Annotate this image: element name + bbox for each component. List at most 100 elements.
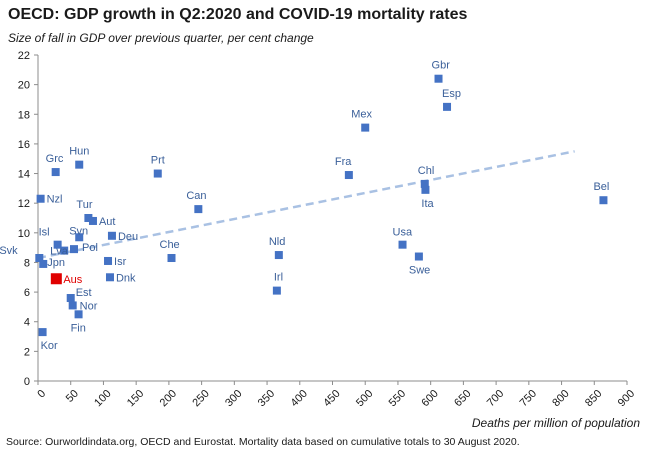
point-chl (420, 179, 429, 188)
point-can (194, 205, 203, 214)
point-fin (74, 310, 83, 319)
y-tick-label: 18 (18, 109, 30, 121)
point-label-kor: Kor (41, 340, 58, 352)
point-label-swe: Swe (409, 265, 430, 277)
point-label-can: Can (186, 190, 206, 202)
point-hun (75, 160, 84, 169)
x-tick-label: 750 (518, 388, 539, 409)
point-usa (398, 240, 407, 249)
y-tick-label: 8 (24, 257, 30, 269)
point-label-bel: Bel (593, 181, 609, 193)
point-label-nld: Nld (269, 236, 286, 248)
point-aut (88, 216, 97, 225)
point-label-svn: Svn (69, 225, 88, 237)
x-tick-label: 500 (354, 388, 375, 409)
point-prt (153, 169, 162, 178)
trend-line (37, 150, 575, 260)
point-swe (414, 252, 423, 261)
point-dnk (105, 273, 114, 282)
point-irl (272, 286, 281, 295)
x-axis-label: Deaths per million of population (471, 416, 640, 430)
point-ita (421, 185, 430, 194)
y-tick-label: 14 (18, 169, 30, 181)
x-tick-label: 600 (419, 388, 440, 409)
x-tick-label: 0 (35, 388, 48, 401)
point-label-usa: Usa (393, 227, 413, 239)
x-tick-label: 400 (289, 388, 310, 409)
x-tick-label: 250 (190, 388, 211, 409)
point-label-aut: Aut (99, 216, 116, 228)
point-nld (274, 251, 283, 260)
point-est (66, 294, 75, 303)
point-label-mex: Mex (351, 109, 372, 121)
point-label-nor: Nor (80, 300, 98, 312)
point-label-aus: Aus (63, 274, 82, 286)
point-label-pol: Pol (82, 242, 98, 254)
point-label-che: Che (160, 239, 180, 251)
chart-subtitle: Size of fall in GDP over previous quarte… (8, 31, 314, 45)
y-tick-label: 12 (18, 198, 30, 210)
x-tick-label: 300 (223, 388, 244, 409)
y-tick-label: 16 (18, 139, 30, 151)
y-tick-label: 10 (18, 228, 30, 240)
point-tur (84, 214, 93, 222)
point-nor (68, 301, 77, 310)
point-isr (104, 256, 113, 265)
x-tick-label: 550 (387, 388, 408, 409)
x-tick-label: 200 (158, 388, 179, 409)
x-tick-label: 850 (583, 388, 604, 409)
point-label-grc: Grc (46, 153, 64, 165)
point-label-svk: Svk (0, 245, 18, 257)
point-label-prt: Prt (151, 155, 165, 167)
point-label-irl: Irl (274, 272, 283, 284)
y-tick-label: 0 (24, 376, 30, 388)
point-label-dnk: Dnk (116, 272, 136, 284)
point-aus (50, 273, 62, 285)
x-tick-label: 150 (125, 388, 146, 409)
x-tick-label: 350 (256, 388, 277, 409)
point-pol (69, 245, 78, 254)
point-lva (60, 246, 69, 255)
point-label-hun: Hun (69, 146, 89, 158)
x-tick-label: 700 (485, 388, 506, 409)
point-bel (599, 196, 608, 205)
point-nzl (36, 194, 45, 203)
point-label-gbr: Gbr (432, 60, 451, 72)
point-label-jpn: Jpn (47, 257, 65, 269)
x-tick-label: 650 (452, 388, 473, 409)
source-note: Source: Ourworldindata.org, OECD and Eur… (6, 436, 520, 448)
point-label-chl: Chl (418, 165, 435, 177)
chart-title: OECD: GDP growth in Q2:2020 and COVID-19… (8, 6, 468, 23)
point-label-lva: Lva (50, 246, 69, 258)
x-tick-label: 100 (92, 388, 113, 409)
point-fra (344, 171, 353, 180)
point-label-fin: Fin (71, 322, 86, 334)
point-label-est: Est (76, 287, 92, 299)
y-tick-label: 6 (24, 287, 30, 299)
point-jpn (39, 259, 48, 268)
x-tick-label: 800 (550, 388, 571, 409)
point-svn (75, 233, 84, 242)
point-label-esp: Esp (442, 88, 461, 100)
point-label-isl: Isl (39, 227, 50, 239)
y-tick-label: 22 (18, 50, 30, 62)
point-kor (38, 328, 47, 337)
point-label-fra: Fra (335, 156, 352, 168)
point-isl (53, 240, 62, 249)
y-tick-label: 4 (24, 317, 30, 329)
y-tick-label: 20 (18, 80, 30, 92)
point-mex (361, 123, 370, 132)
point-esp (443, 102, 452, 111)
x-tick-label: 900 (616, 388, 637, 409)
x-tick-label: 450 (321, 388, 342, 409)
y-tick-label: 2 (24, 346, 30, 358)
point-label-deu: Deu (118, 231, 138, 243)
point-svk (35, 254, 44, 263)
x-tick-label: 50 (64, 388, 81, 405)
point-grc (51, 168, 60, 177)
point-deu (107, 231, 116, 240)
point-label-ita: Ita (421, 198, 434, 210)
point-label-isr: Isr (114, 256, 127, 268)
